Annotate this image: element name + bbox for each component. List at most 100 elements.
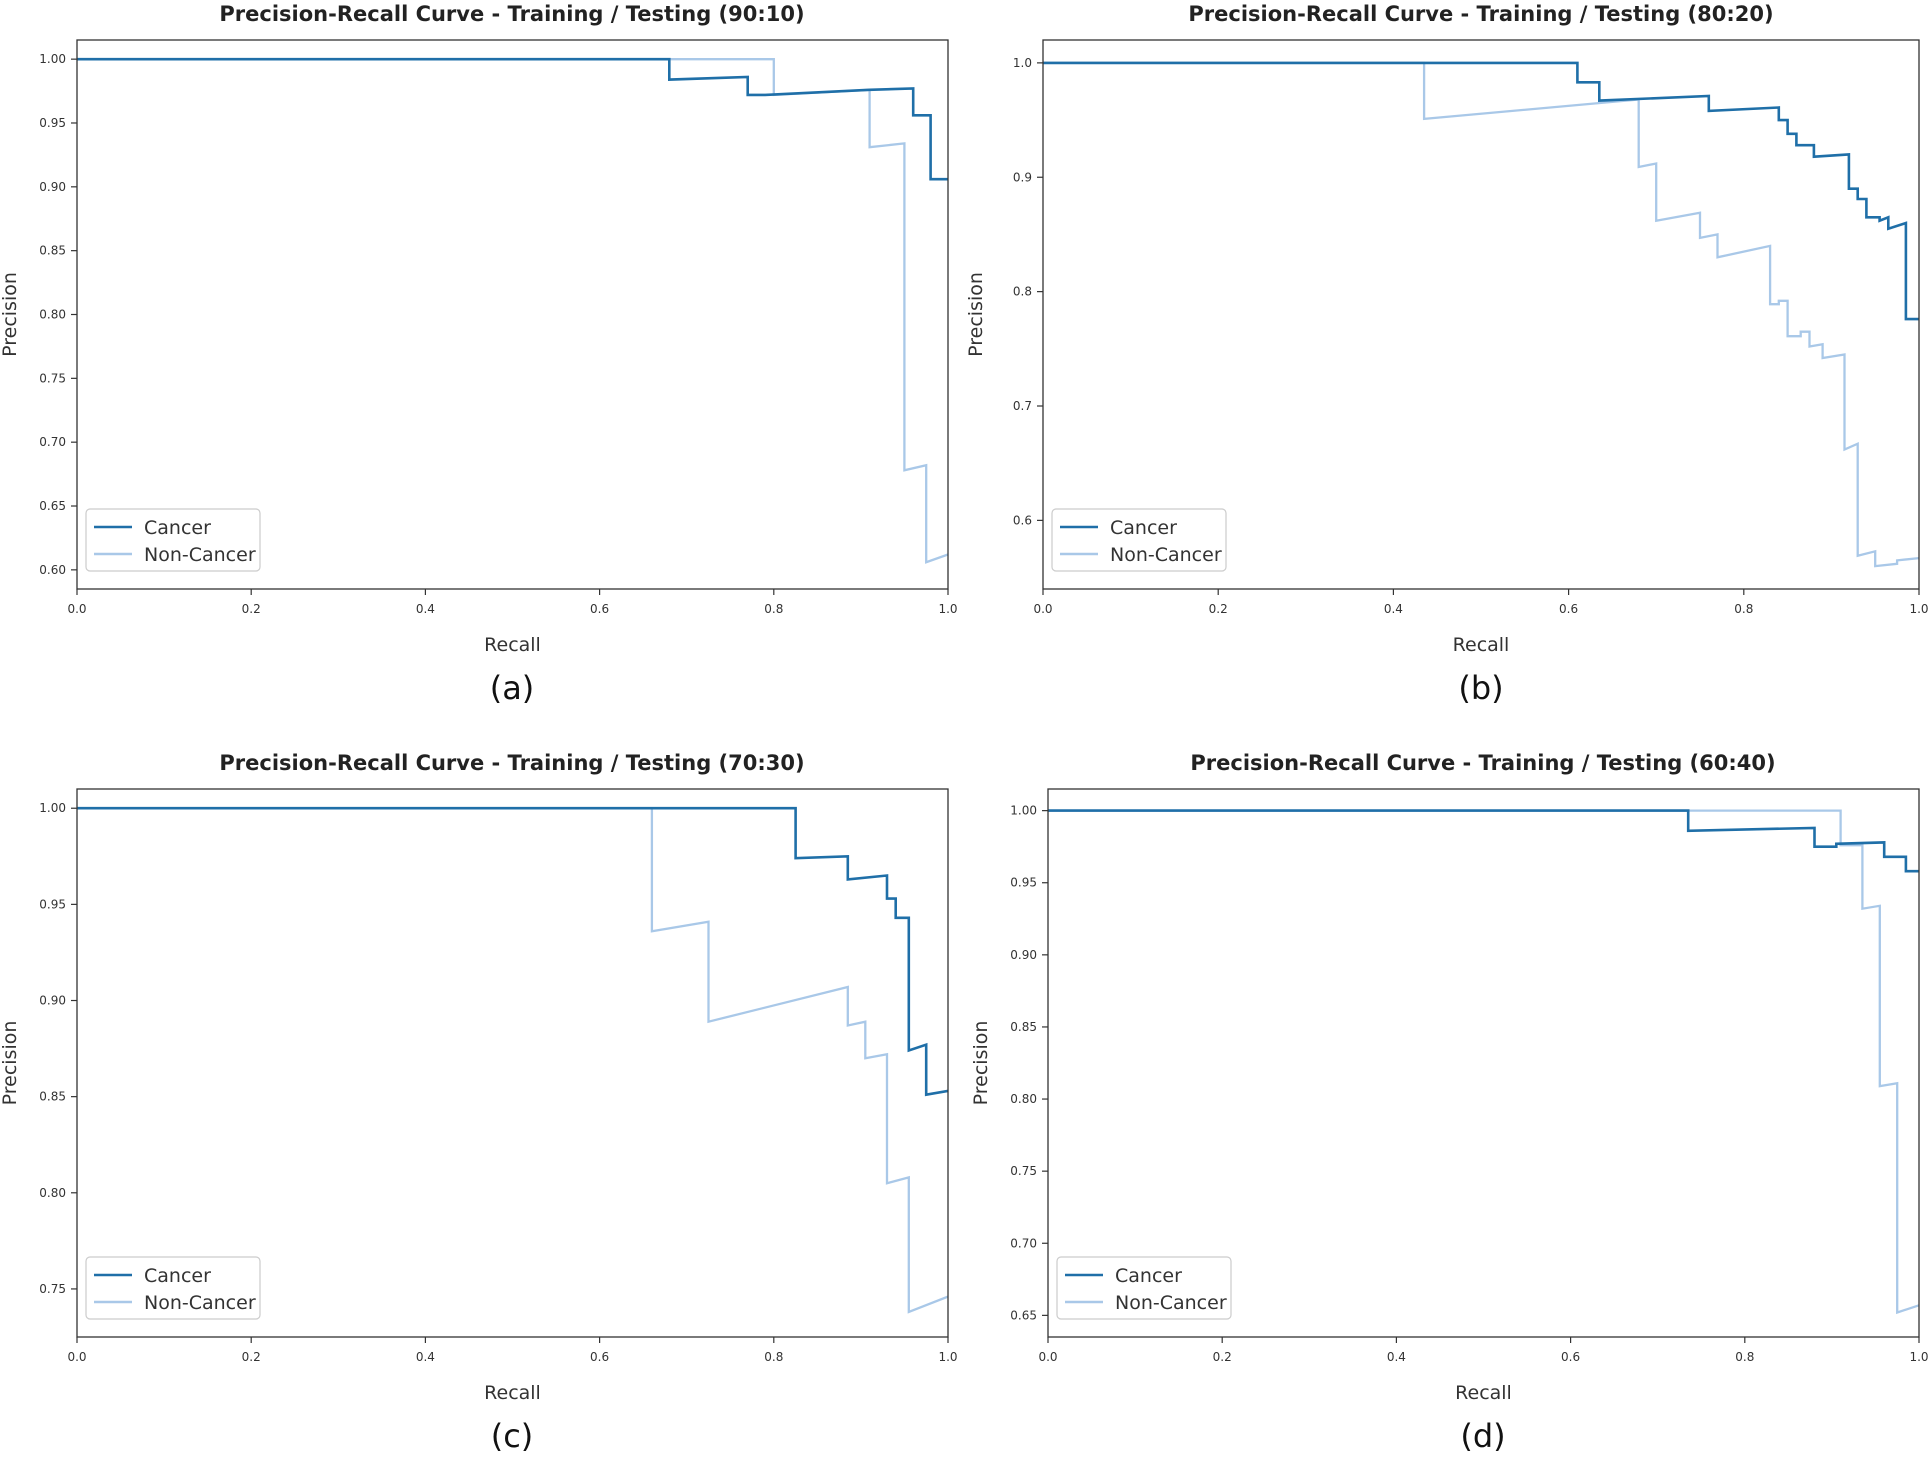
y-tick-label: 0.75 [39,371,66,385]
series-line-cancer [1043,61,1919,321]
y-axis-label: Precision [0,272,21,357]
legend-label: Cancer [1110,517,1177,539]
y-tick-label: 0.95 [1010,876,1037,890]
x-tick-label: 0.4 [1387,1350,1406,1364]
y-tick-label: 0.70 [39,435,66,449]
chart-panel-c: Precision-Recall Curve - Training / Test… [0,751,958,1455]
y-tick-label: 0.90 [39,180,66,194]
legend: Cancer Non-Cancer [85,1256,261,1320]
x-tick-label: 0.0 [67,1350,86,1364]
y-tick-label: 0.90 [1010,948,1037,962]
panel-caption: (a) [490,669,535,707]
y-axis-label: Precision [965,272,987,357]
legend-label: Non-Cancer [1115,1292,1227,1314]
y-tick-label: 1.00 [39,52,66,66]
legend-label: Non-Cancer [144,1292,256,1314]
series-line-cancer [77,57,948,181]
legend: Cancer Non-Cancer [1056,1256,1232,1320]
y-tick-label: 0.95 [39,116,66,130]
x-tick-label: 0.6 [590,1350,609,1364]
x-tick-label: 0.2 [1213,1350,1232,1364]
chart-panel-a: Precision-Recall Curve - Training / Test… [0,2,958,707]
x-tick-label: 1.0 [1909,602,1928,616]
chart-title: Precision-Recall Curve - Training / Test… [1190,751,1775,775]
x-tick-label: 0.4 [416,1350,435,1364]
y-tick-label: 0.8 [1013,285,1032,299]
x-tick-label: 0.0 [1038,1350,1057,1364]
x-axis-label: Recall [1455,1382,1512,1404]
axes-frame [76,788,949,1338]
x-tick-label: 0.6 [590,602,609,616]
x-tick-label: 1.0 [938,1350,957,1364]
x-tick-label: 0.2 [242,1350,261,1364]
legend-box [1056,1256,1232,1320]
panel-caption: (b) [1458,669,1503,707]
legend: Cancer Non-Cancer [85,508,261,572]
x-tick-label: 0.4 [1384,602,1403,616]
x-tick-label: 0.8 [764,602,783,616]
series-line-non-cancer [1043,61,1919,568]
y-tick-label: 0.80 [39,1186,66,1200]
y-tick-label: 0.70 [1010,1236,1037,1250]
y-tick-label: 0.80 [39,308,66,322]
y-tick-label: 0.7 [1013,399,1032,413]
legend-label: Cancer [144,517,211,539]
y-tick-label: 0.65 [39,499,66,513]
axes-frame [1042,39,1920,590]
y-tick-label: 0.85 [1010,1020,1037,1034]
series-line-cancer [77,806,948,1097]
chart-title: Precision-Recall Curve - Training / Test… [219,2,804,26]
series-line-non-cancer [1048,809,1919,1315]
legend: Cancer Non-Cancer [1051,508,1227,572]
axes-frame [76,39,949,590]
x-tick-label: 1.0 [938,602,957,616]
series-line-non-cancer [77,807,948,1314]
x-axis-label: Recall [484,634,541,656]
x-tick-label: 1.0 [1909,1350,1928,1364]
chart-title: Precision-Recall Curve - Training / Test… [219,751,804,775]
y-tick-label: 0.9 [1013,170,1032,184]
y-tick-label: 1.0 [1013,56,1032,70]
series-line-non-cancer [77,58,948,564]
y-tick-label: 0.85 [39,1090,66,1104]
x-tick-label: 0.2 [242,602,261,616]
panel-caption: (d) [1460,1417,1505,1455]
y-tick-label: 0.60 [39,563,66,577]
legend-label: Non-Cancer [144,544,256,566]
x-tick-label: 0.6 [1559,602,1578,616]
legend-label: Cancer [1115,1265,1182,1287]
y-tick-label: 1.00 [39,801,66,815]
x-axis-label: Recall [1453,634,1510,656]
panel-caption: (c) [491,1417,534,1455]
x-tick-label: 0.4 [416,602,435,616]
legend-label: Cancer [144,1265,211,1287]
axes-frame [1047,788,1920,1338]
y-axis-label: Precision [0,1021,21,1106]
y-tick-label: 0.75 [39,1282,66,1296]
y-tick-label: 0.6 [1013,513,1032,527]
y-axis-label: Precision [970,1021,992,1106]
y-tick-label: 0.90 [39,994,66,1008]
y-tick-label: 1.00 [1010,804,1037,818]
series-line-cancer [1048,809,1919,873]
y-tick-label: 0.75 [1010,1164,1037,1178]
legend-label: Non-Cancer [1110,544,1222,566]
x-tick-label: 0.0 [1033,602,1052,616]
chart-panel-d: Precision-Recall Curve - Training / Test… [970,751,1929,1455]
legend-box [1051,508,1227,572]
legend-box [85,508,261,572]
y-tick-label: 0.80 [1010,1092,1037,1106]
x-tick-label: 0.0 [67,602,86,616]
y-tick-label: 0.95 [39,897,66,911]
chart-panel-b: Precision-Recall Curve - Training / Test… [965,2,1929,707]
x-tick-label: 0.6 [1561,1350,1580,1364]
y-tick-label: 0.65 [1010,1308,1037,1322]
x-axis-label: Recall [484,1382,541,1404]
chart-title: Precision-Recall Curve - Training / Test… [1188,2,1773,26]
x-tick-label: 0.8 [764,1350,783,1364]
x-tick-label: 0.8 [1735,1350,1754,1364]
x-tick-label: 0.8 [1734,602,1753,616]
legend-box [85,1256,261,1320]
x-tick-label: 0.2 [1209,602,1228,616]
